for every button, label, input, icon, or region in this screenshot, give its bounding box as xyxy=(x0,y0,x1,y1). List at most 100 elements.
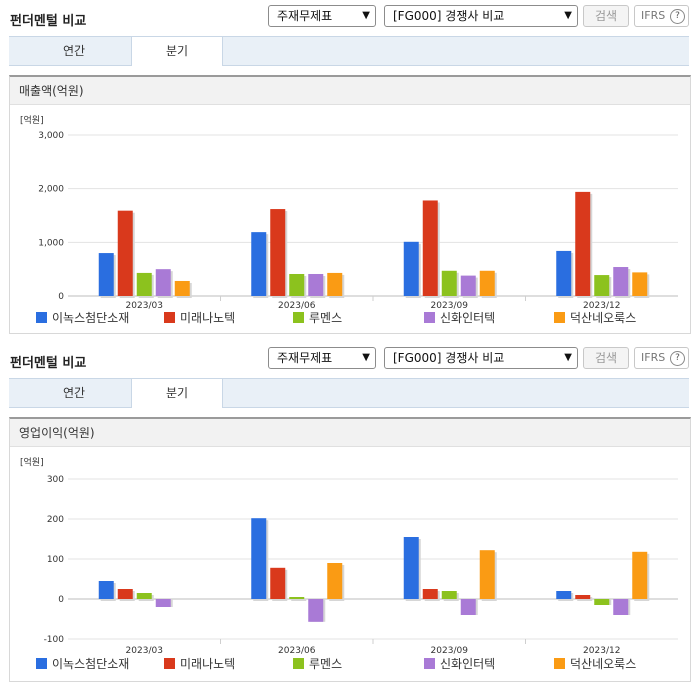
chart-title: 매출액(억원) xyxy=(10,77,690,105)
y-tick-label: 300 xyxy=(47,475,64,485)
panel-header: 펀더멘털 비교 주재무제표 ▼ [FG000] 경쟁사 비교 ▼ 검색 IFRS… xyxy=(0,342,696,376)
bar xyxy=(594,599,610,605)
bar xyxy=(289,597,305,599)
legend-label: 미래나노텍 xyxy=(180,657,236,671)
operating-profit-chart-box: 영업이익(억원) [억원] 300 200 100 0 -100 2023/03 2023/0… xyxy=(9,417,691,682)
ifrs-label: IFRS xyxy=(641,351,666,364)
y-tick-label: 100 xyxy=(47,555,64,565)
peer-select-value: [FG000] 경쟁사 비교 xyxy=(393,9,505,23)
fundamental-panel-1: 펀더멘털 비교 주재무제표 ▼ [FG000] 경쟁사 비교 ▼ 검색 IFRS… xyxy=(0,0,696,335)
period-tabs: 연간 분기 xyxy=(9,378,689,408)
bar xyxy=(308,599,324,622)
legend-label: 미래나노텍 xyxy=(180,311,236,325)
revenue-chart-box: 매출액(억원) [억원] 3,000 2,000 1,000 0 2023/03 2023/… xyxy=(9,75,691,334)
ifrs-help-button[interactable]: IFRS ? xyxy=(634,5,689,27)
bar xyxy=(136,593,152,599)
legend-item[interactable]: 루멘스 xyxy=(293,309,342,327)
metric-select[interactable]: 주재무제표 ▼ xyxy=(268,347,376,369)
legend-label: 신화인터텍 xyxy=(440,311,496,325)
bar xyxy=(136,272,152,296)
legend-item[interactable]: 신화인터텍 xyxy=(424,309,495,327)
x-tick-label: 2023/03 xyxy=(126,301,163,311)
y-tick-label: 0 xyxy=(58,595,64,605)
bar xyxy=(556,250,572,296)
x-tick-label: 2023/06 xyxy=(278,301,316,311)
bar xyxy=(632,551,648,599)
legend-label: 이녹스첨단소재 xyxy=(52,311,130,325)
legend-label: 루멘스 xyxy=(309,657,343,671)
ifrs-help-button[interactable]: IFRS ? xyxy=(634,347,689,369)
legend-item[interactable]: 미래나노텍 xyxy=(164,309,235,327)
bar xyxy=(613,267,629,296)
peer-select[interactable]: [FG000] 경쟁사 비교 ▼ xyxy=(384,5,578,27)
bar xyxy=(270,567,286,599)
legend-item[interactable]: 신화인터텍 xyxy=(424,655,495,673)
legend-item[interactable]: 이녹스첨단소재 xyxy=(36,309,129,327)
bar xyxy=(117,210,133,296)
chevron-down-icon: ▼ xyxy=(564,10,572,21)
legend-label: 루멘스 xyxy=(309,311,343,325)
legend-swatch xyxy=(554,312,565,323)
legend-swatch xyxy=(36,658,47,669)
legend-swatch xyxy=(293,312,304,323)
axis-unit-label: [억원] xyxy=(20,456,44,468)
chevron-down-icon: ▼ xyxy=(564,352,572,363)
metric-select-value: 주재무제표 xyxy=(277,351,333,365)
search-button[interactable]: 검색 xyxy=(583,5,629,27)
chevron-down-icon: ▼ xyxy=(362,10,370,21)
legend-label: 덕산네오룩스 xyxy=(570,657,637,671)
y-tick-label: 3,000 xyxy=(38,131,64,141)
bar xyxy=(98,253,114,296)
x-tick-label: 2023/03 xyxy=(126,646,163,656)
bar xyxy=(251,518,267,599)
bar xyxy=(155,599,171,607)
legend-swatch xyxy=(424,312,435,323)
legend-swatch xyxy=(554,658,565,669)
operating-profit-chart: [억원]300 200 100 0 -100 2023/03 2023/06 2023/09 2… xyxy=(20,456,678,656)
y-tick-label: -100 xyxy=(44,635,65,645)
bar-shadow xyxy=(291,599,307,601)
axis-unit-label: [억원] xyxy=(20,114,44,126)
bar xyxy=(422,589,438,599)
panel-header: 펀더멘털 비교 주재무제표 ▼ [FG000] 경쟁사 비교 ▼ 검색 IFRS… xyxy=(0,0,696,34)
bar xyxy=(632,272,648,296)
tab-annual[interactable]: 연간 xyxy=(62,386,86,400)
bar xyxy=(289,273,305,296)
legend-label: 신화인터텍 xyxy=(440,657,496,671)
question-icon: ? xyxy=(670,9,685,24)
y-tick-label: 1,000 xyxy=(38,238,64,248)
bar xyxy=(575,595,591,599)
peer-select[interactable]: [FG000] 경쟁사 비교 ▼ xyxy=(384,347,578,369)
metric-select[interactable]: 주재무제표 ▼ xyxy=(268,5,376,27)
chart-legend: 이녹스첨단소재 미래나노텍 루멘스 신화인터텍 덕산네오룩스 xyxy=(36,309,676,327)
legend-swatch xyxy=(164,312,175,323)
legend-item[interactable]: 덕산네오룩스 xyxy=(554,309,636,327)
legend-item[interactable]: 루멘스 xyxy=(293,655,342,673)
chart-legend: 이녹스첨단소재 미래나노텍 루멘스 신화인터텍 덕산네오룩스 xyxy=(36,655,676,673)
legend-item[interactable]: 덕산네오룩스 xyxy=(554,655,636,673)
bar xyxy=(479,270,495,296)
chart-title: 영업이익(억원) xyxy=(10,419,690,447)
tab-quarterly[interactable]: 분기 xyxy=(131,37,223,66)
tab-annual[interactable]: 연간 xyxy=(62,44,86,58)
tab-quarterly[interactable]: 분기 xyxy=(131,379,223,408)
bar xyxy=(460,275,476,296)
bar xyxy=(251,232,267,296)
metric-select-value: 주재무제표 xyxy=(277,9,333,23)
x-tick-label: 2023/12 xyxy=(583,301,620,311)
panel-title: 펀더멘털 비교 xyxy=(10,14,87,29)
bar xyxy=(575,191,591,296)
legend-swatch xyxy=(36,312,47,323)
y-tick-label: 0 xyxy=(58,292,64,302)
legend-item[interactable]: 미래나노텍 xyxy=(164,655,235,673)
bar xyxy=(556,591,572,599)
legend-swatch xyxy=(424,658,435,669)
question-icon: ? xyxy=(670,351,685,366)
search-button[interactable]: 검색 xyxy=(583,347,629,369)
bar xyxy=(613,599,629,615)
bar xyxy=(422,200,438,296)
legend-item[interactable]: 이녹스첨단소재 xyxy=(36,655,129,673)
y-tick-label: 200 xyxy=(47,515,64,525)
ifrs-label: IFRS xyxy=(641,9,666,22)
x-tick-label: 2023/06 xyxy=(278,646,316,656)
